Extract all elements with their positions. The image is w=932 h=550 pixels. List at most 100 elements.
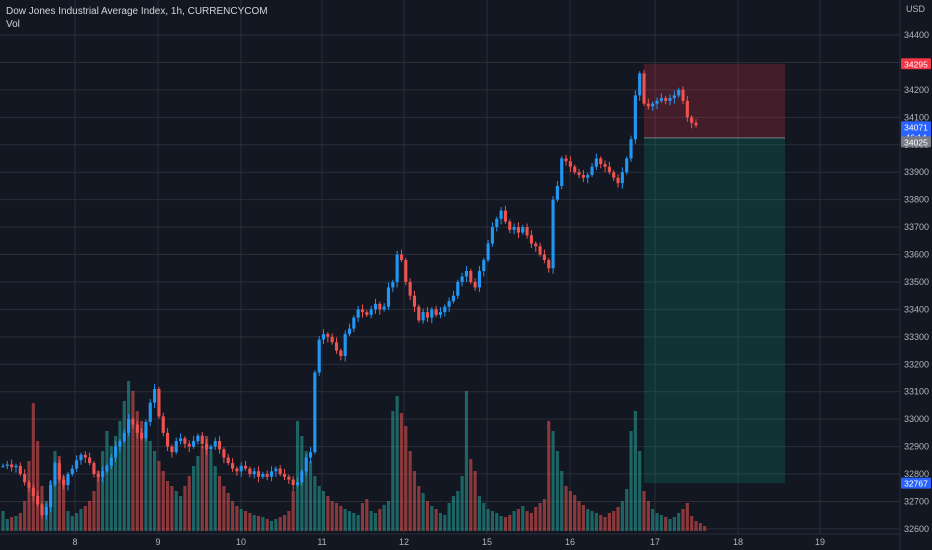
candle[interactable] xyxy=(360,304,365,318)
candle[interactable] xyxy=(101,466,105,483)
candle[interactable] xyxy=(594,153,598,171)
candle[interactable] xyxy=(655,97,659,110)
candle[interactable] xyxy=(642,69,646,106)
candle[interactable] xyxy=(460,272,464,287)
candle[interactable] xyxy=(495,216,499,232)
candle[interactable] xyxy=(547,257,551,273)
candle[interactable] xyxy=(83,451,87,464)
candle[interactable] xyxy=(27,480,31,493)
candle[interactable] xyxy=(399,249,404,263)
candle[interactable] xyxy=(473,278,477,291)
candle[interactable] xyxy=(417,304,421,323)
candle[interactable] xyxy=(672,90,676,104)
candle[interactable] xyxy=(235,466,239,476)
candle[interactable] xyxy=(651,101,655,111)
candle[interactable] xyxy=(248,466,252,478)
candle[interactable] xyxy=(525,223,529,239)
candle[interactable] xyxy=(664,95,668,105)
candle[interactable] xyxy=(529,230,533,248)
candle[interactable] xyxy=(516,222,520,239)
candle[interactable] xyxy=(373,298,378,314)
candle[interactable] xyxy=(677,87,681,98)
candle[interactable] xyxy=(356,305,360,323)
candle[interactable] xyxy=(577,168,581,179)
candle[interactable] xyxy=(109,454,113,470)
candle[interactable] xyxy=(274,466,278,477)
candle[interactable] xyxy=(573,164,577,175)
candle[interactable] xyxy=(512,223,516,235)
candle[interactable] xyxy=(382,303,386,312)
candle[interactable] xyxy=(347,323,352,337)
candle[interactable] xyxy=(192,436,196,449)
candle[interactable] xyxy=(503,205,507,224)
candle[interactable] xyxy=(508,219,512,234)
candle[interactable] xyxy=(295,477,300,488)
candle[interactable] xyxy=(308,447,313,464)
candle[interactable] xyxy=(560,156,564,190)
candle[interactable] xyxy=(581,170,585,183)
candle[interactable] xyxy=(456,279,460,299)
candle[interactable] xyxy=(243,460,248,471)
candle[interactable] xyxy=(49,480,53,513)
candle[interactable] xyxy=(88,452,92,466)
candle[interactable] xyxy=(230,458,235,472)
candle[interactable] xyxy=(105,463,109,474)
candle[interactable] xyxy=(18,462,22,477)
candle[interactable] xyxy=(685,95,689,122)
candle[interactable] xyxy=(451,290,456,304)
candle[interactable] xyxy=(412,290,417,313)
candle[interactable] xyxy=(477,266,482,292)
candle[interactable] xyxy=(131,416,135,430)
candle[interactable] xyxy=(633,90,637,144)
candle[interactable] xyxy=(14,463,18,473)
candle[interactable] xyxy=(183,436,187,449)
candle[interactable] xyxy=(616,174,620,188)
candle[interactable] xyxy=(217,436,222,454)
candle[interactable] xyxy=(590,163,594,178)
candle[interactable] xyxy=(612,170,616,181)
candle[interactable] xyxy=(282,469,287,481)
candle[interactable] xyxy=(1,463,5,469)
candle[interactable] xyxy=(161,412,165,437)
candle[interactable] xyxy=(118,438,122,453)
candle[interactable] xyxy=(564,154,568,166)
candle[interactable] xyxy=(57,459,61,483)
candle[interactable] xyxy=(300,469,304,486)
candle[interactable] xyxy=(321,329,326,344)
candle[interactable] xyxy=(464,266,469,282)
candle[interactable] xyxy=(490,222,494,247)
candle[interactable] xyxy=(256,466,261,483)
candle[interactable] xyxy=(421,308,425,324)
candle[interactable] xyxy=(638,71,642,101)
position-zones[interactable] xyxy=(644,63,785,484)
candle[interactable] xyxy=(607,161,611,175)
candle[interactable] xyxy=(144,419,148,442)
take-profit-zone[interactable] xyxy=(644,137,785,484)
candle[interactable] xyxy=(53,460,57,488)
candle[interactable] xyxy=(179,433,183,445)
candle[interactable] xyxy=(157,386,161,419)
candle[interactable] xyxy=(174,437,178,455)
candle[interactable] xyxy=(391,279,395,292)
candle[interactable] xyxy=(261,471,265,479)
candle[interactable] xyxy=(599,156,603,169)
candle[interactable] xyxy=(434,305,438,318)
candle[interactable] xyxy=(265,470,269,481)
candle[interactable] xyxy=(668,94,672,106)
candle[interactable] xyxy=(226,454,230,466)
candle[interactable] xyxy=(122,429,126,444)
candle[interactable] xyxy=(66,471,70,491)
candle[interactable] xyxy=(209,444,213,452)
candle[interactable] xyxy=(339,348,343,361)
candles[interactable] xyxy=(1,69,698,520)
candle[interactable] xyxy=(36,491,40,507)
candle[interactable] xyxy=(521,224,525,235)
candle[interactable] xyxy=(499,207,503,225)
candle[interactable] xyxy=(287,474,291,484)
candle[interactable] xyxy=(555,180,559,202)
candle[interactable] xyxy=(447,297,451,313)
candle[interactable] xyxy=(646,98,650,110)
candle[interactable] xyxy=(443,304,447,317)
